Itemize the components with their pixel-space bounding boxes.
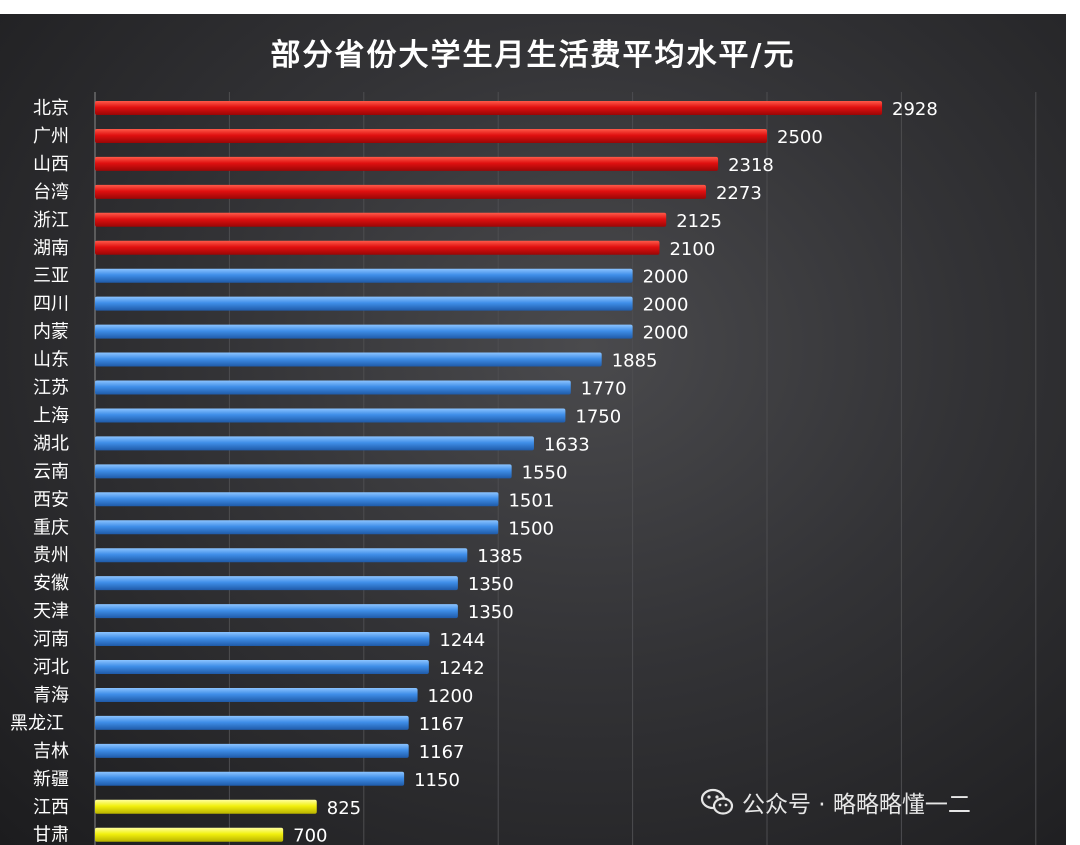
value-label: 1633 — [544, 434, 590, 455]
category-label: 湖北 — [33, 433, 69, 454]
value-label: 2125 — [676, 211, 722, 232]
category-label: 吉林 — [33, 741, 69, 762]
bar — [95, 101, 883, 115]
category-label: 江西 — [33, 797, 69, 818]
labels: 北京 2928 广州 2500 山西 2318 台湾 2273 浙江 2125 湖南 2100 三亚 20… — [10, 98, 938, 845]
category-label: 上海 — [33, 405, 69, 426]
category-label: 天津 — [33, 601, 69, 622]
value-label: 1885 — [612, 351, 658, 372]
category-label: 贵州 — [33, 545, 69, 566]
bar — [95, 296, 633, 311]
bar — [95, 436, 534, 451]
bar — [95, 156, 719, 171]
bar — [95, 632, 430, 647]
value-label: 2928 — [892, 99, 938, 120]
value-label: 2273 — [716, 183, 762, 204]
bar — [95, 492, 499, 507]
category-label: 安徽 — [33, 573, 69, 594]
value-label: 825 — [327, 798, 361, 819]
watermark: 公众号 · 略略略懂一二 — [700, 784, 971, 820]
value-label: 1167 — [419, 714, 465, 735]
value-label: 1385 — [477, 546, 523, 567]
value-label: 2100 — [669, 239, 715, 260]
category-label: 河南 — [33, 629, 69, 650]
category-label: 重庆 — [33, 517, 69, 538]
value-label: 1350 — [468, 602, 514, 623]
value-label: 1242 — [439, 658, 485, 679]
value-label: 1750 — [575, 406, 621, 427]
value-label: 2500 — [777, 127, 823, 148]
category-label: 新疆 — [33, 769, 69, 790]
category-label: 四川 — [33, 294, 69, 315]
category-label: 内蒙 — [33, 322, 69, 343]
bar — [95, 576, 458, 591]
bars — [95, 101, 883, 842]
value-label: 2318 — [728, 155, 774, 176]
chart-panel — [0, 14, 1066, 845]
category-label: 北京 — [33, 98, 69, 119]
category-label: 江苏 — [33, 378, 69, 399]
category-label: 青海 — [33, 685, 69, 706]
category-label: 台湾 — [33, 182, 69, 203]
watermark-text: 公众号 · 略略略懂一二 — [742, 792, 971, 818]
bar — [95, 128, 767, 143]
bar — [95, 743, 409, 758]
bar — [95, 771, 405, 786]
value-label: 2000 — [643, 295, 689, 316]
chart-title: 部分省份大学生月生活费平均水平/元 — [270, 38, 796, 73]
value-label: 2000 — [643, 323, 689, 344]
value-label: 1350 — [468, 574, 514, 595]
bar — [95, 827, 284, 842]
bar — [95, 380, 571, 395]
category-label: 湖南 — [33, 238, 69, 259]
bar — [95, 715, 409, 730]
value-label: 1501 — [508, 490, 554, 511]
value-label: 1244 — [439, 630, 485, 651]
value-label: 1500 — [508, 518, 554, 539]
category-label: 浙江 — [33, 210, 69, 231]
value-label: 2000 — [643, 267, 689, 288]
bar — [95, 212, 667, 227]
category-label: 广州 — [33, 126, 69, 147]
wechat-icon — [700, 787, 734, 817]
bar — [95, 240, 660, 255]
value-label: 700 — [293, 826, 327, 845]
category-label: 三亚 — [33, 266, 69, 287]
value-label: 1550 — [522, 462, 568, 483]
bar — [95, 184, 706, 199]
value-label: 1200 — [428, 686, 474, 707]
category-label: 黑龙江 — [10, 713, 64, 734]
category-label: 西安 — [33, 489, 69, 510]
bar — [95, 799, 317, 814]
value-label: 1770 — [581, 379, 627, 400]
bar — [95, 352, 602, 367]
bar — [95, 324, 633, 339]
category-label: 甘肃 — [33, 825, 69, 845]
bar — [95, 520, 499, 535]
value-label: 1167 — [419, 742, 465, 763]
bar — [95, 464, 512, 479]
bar — [95, 687, 418, 702]
category-label: 河北 — [33, 657, 69, 678]
value-label: 1150 — [414, 770, 460, 791]
bar — [95, 408, 566, 423]
category-label: 山东 — [33, 350, 69, 371]
bar — [95, 548, 468, 563]
bar — [95, 604, 458, 619]
bar — [95, 268, 633, 283]
bar — [95, 660, 429, 674]
category-label: 山西 — [33, 154, 69, 175]
category-label: 云南 — [33, 461, 69, 482]
